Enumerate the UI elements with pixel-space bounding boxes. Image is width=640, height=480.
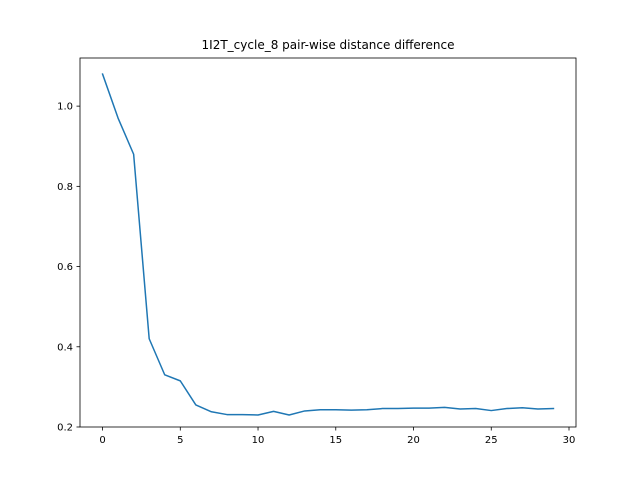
x-tick-label: 15	[329, 435, 342, 446]
y-tick-label: 0.6	[57, 262, 73, 273]
y-tick-label: 0.8	[57, 182, 73, 193]
x-tick-label: 30	[563, 435, 576, 446]
x-tick-label: 25	[485, 435, 498, 446]
y-tick-label: 0.4	[57, 342, 73, 353]
y-tick-label: 1.0	[57, 102, 73, 113]
x-tick-label: 10	[252, 435, 265, 446]
series-line-0	[101, 73, 555, 416]
plot-area	[79, 57, 577, 428]
x-tick-label: 0	[99, 435, 105, 446]
x-tick-label: 20	[407, 435, 420, 446]
x-tick-label: 5	[177, 435, 183, 446]
y-tick-label: 0.2	[57, 423, 73, 434]
x-axis: 0 5 10 15 20 25 30	[99, 427, 575, 446]
y-axis: 0.2 0.4 0.6 0.8 1.0	[57, 102, 80, 434]
axes-frame	[79, 57, 577, 428]
chart-title: 1I2T_cycle_8 pair-wise distance differen…	[202, 38, 455, 52]
